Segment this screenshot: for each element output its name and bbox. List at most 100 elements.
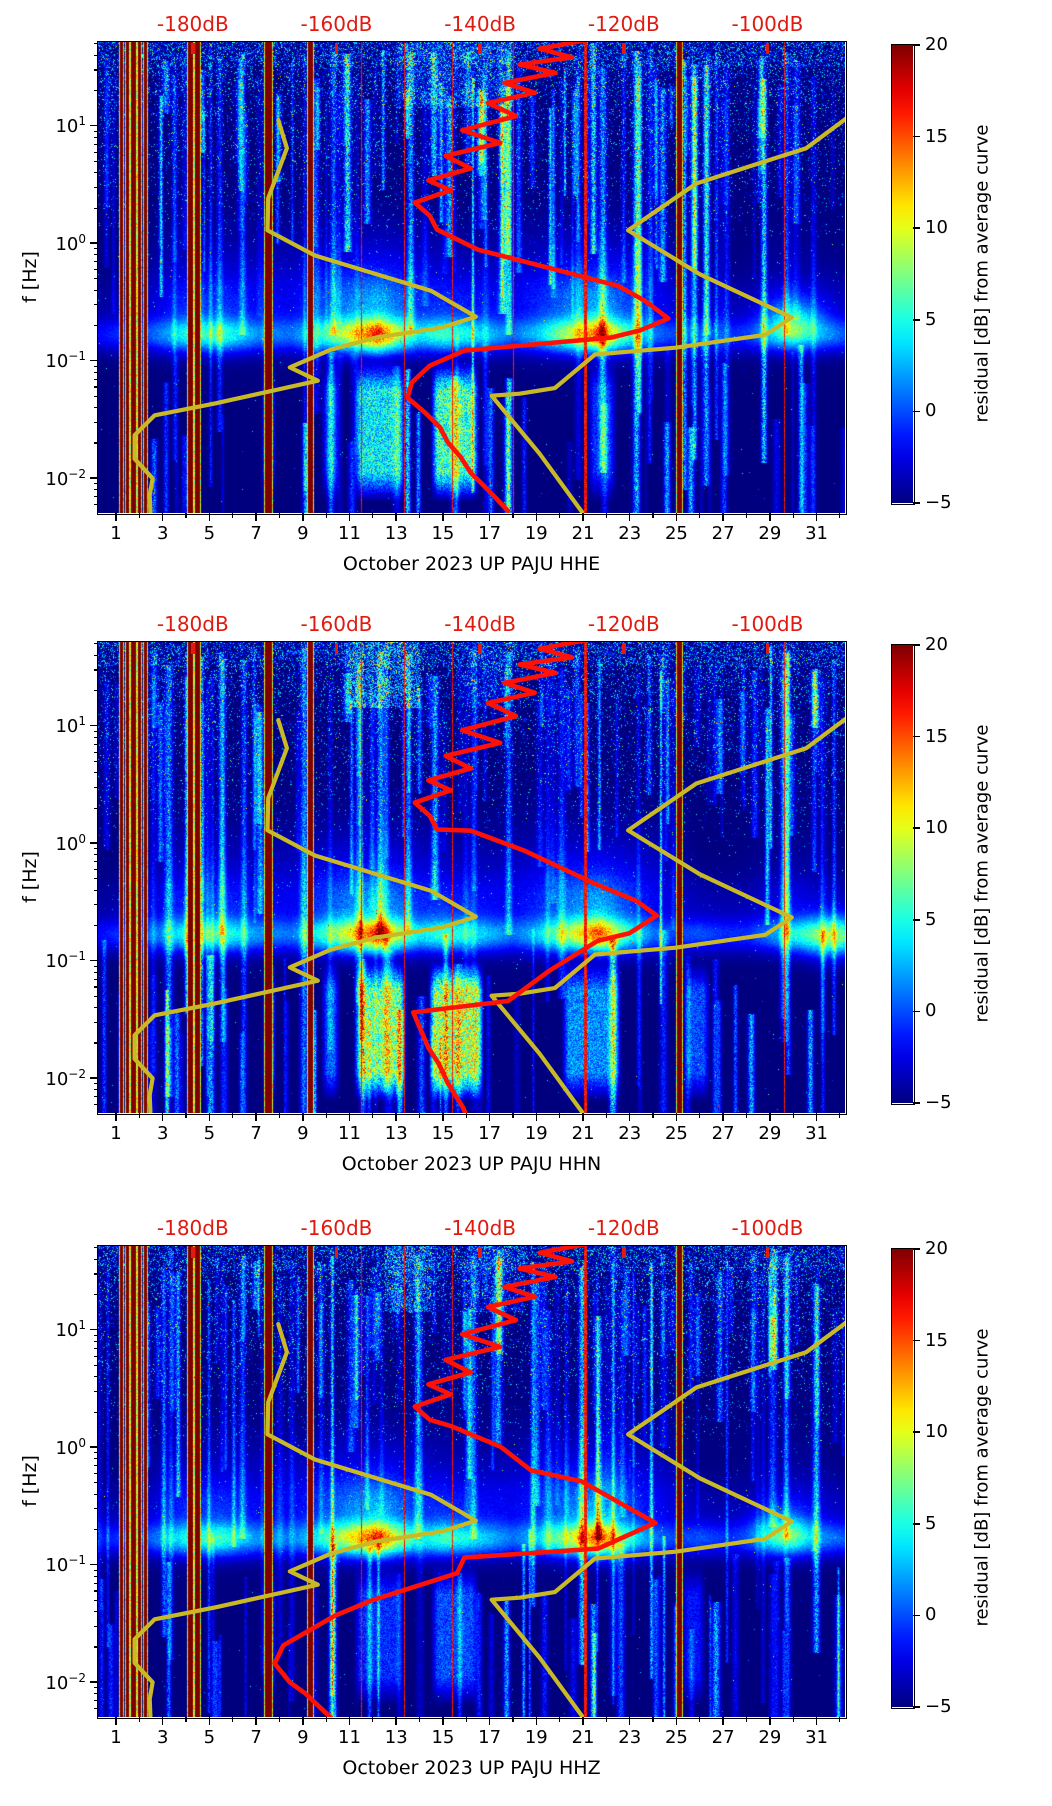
top-axis-label: -140dB xyxy=(444,12,517,36)
y-minor-tick xyxy=(93,786,98,788)
y-minor-tick xyxy=(93,489,98,491)
colorbar-tick xyxy=(913,135,920,138)
y-minor-tick xyxy=(93,1611,98,1613)
x-tick-label: 25 xyxy=(664,1727,688,1748)
x-major-tick xyxy=(302,1113,304,1121)
x-tick-label: 17 xyxy=(478,523,502,544)
top-axis-tick xyxy=(765,643,770,654)
x-tick-label: 21 xyxy=(571,523,595,544)
x-minor-tick xyxy=(699,1717,701,1722)
top-axis-label: -140dB xyxy=(444,1216,517,1240)
y-tick-label: 10−2 xyxy=(45,1066,86,1090)
x-tick-label: 5 xyxy=(203,1123,216,1144)
colorbar-tick-label: 15 xyxy=(925,725,948,747)
x-tick-label: 7 xyxy=(250,523,262,544)
top-axis-tick xyxy=(191,43,195,54)
y-minor-tick xyxy=(93,1340,98,1342)
colorbar-tick-label: −5 xyxy=(925,492,952,513)
colorbar-tick-label: 15 xyxy=(925,1329,948,1351)
y-minor-tick xyxy=(93,1452,98,1454)
colorbar-tick xyxy=(913,1523,920,1525)
x-minor-tick xyxy=(652,1113,654,1118)
x-major-tick xyxy=(722,1717,724,1725)
y-minor-tick xyxy=(93,1528,98,1531)
top-axis-label: -100dB xyxy=(731,12,804,36)
top-axis-label: -100dB xyxy=(731,1216,804,1240)
x-tick-label: 31 xyxy=(805,1727,828,1748)
top-axis-tick xyxy=(478,643,482,654)
y-minor-tick xyxy=(93,1693,98,1695)
x-minor-tick xyxy=(745,513,748,518)
x-major-tick xyxy=(722,1113,724,1121)
x-tick-label: 15 xyxy=(431,1727,455,1748)
y-minor-tick xyxy=(93,1089,98,1091)
x-tick-label: 9 xyxy=(297,1727,309,1748)
y-minor-tick xyxy=(93,1472,98,1475)
x-major-tick xyxy=(628,513,631,521)
average-curve-yellow-right xyxy=(489,1320,845,1717)
y-major-tick xyxy=(90,1077,98,1079)
top-axis-label: -120dB xyxy=(587,612,660,636)
y-minor-tick xyxy=(93,1390,98,1392)
y-minor-tick xyxy=(93,1707,98,1709)
colorbar-tick xyxy=(913,410,920,413)
colorbar-tick-label: 10 xyxy=(925,1421,948,1443)
x-minor-tick xyxy=(185,1717,187,1722)
y-minor-tick xyxy=(93,1364,98,1366)
x-minor-tick xyxy=(512,1717,514,1722)
x-minor-tick xyxy=(792,513,794,518)
y-minor-tick xyxy=(93,1625,98,1627)
x-tick-label: 29 xyxy=(758,523,782,544)
y-minor-tick xyxy=(93,378,98,380)
x-major-tick xyxy=(255,1717,257,1725)
xlabel-hhz: October 2023 UP PAJU HHZ xyxy=(342,1757,601,1779)
x-minor-tick xyxy=(185,1113,187,1118)
y-minor-tick xyxy=(93,848,98,850)
x-major-tick xyxy=(675,513,678,521)
colorbar-tick-label: 20 xyxy=(925,1238,948,1259)
colorbar-tick xyxy=(913,1339,920,1342)
x-tick-label: 15 xyxy=(431,523,455,544)
y-minor-tick xyxy=(93,421,98,423)
x-minor-tick xyxy=(138,1717,140,1722)
x-tick-label: 13 xyxy=(384,1123,408,1144)
y-minor-tick xyxy=(93,248,98,250)
x-major-tick xyxy=(255,1113,257,1121)
x-minor-tick xyxy=(465,1717,467,1722)
colorbar-tick-label: 20 xyxy=(925,34,948,55)
x-minor-tick xyxy=(559,1113,561,1118)
y-minor-tick xyxy=(93,868,98,871)
top-axis-tick xyxy=(765,43,770,54)
colorbar-tick xyxy=(913,827,920,829)
y-major-tick xyxy=(90,724,98,727)
x-tick-label: 3 xyxy=(156,1727,169,1748)
y-minor-tick xyxy=(93,751,98,753)
y-minor-tick xyxy=(93,496,98,498)
colorbar-tick-label: 0 xyxy=(925,1604,937,1626)
x-major-tick xyxy=(395,1717,397,1725)
colorbar-tick-label: 5 xyxy=(925,1512,937,1534)
colorbar-label-hhe: residual [dB] from average curve xyxy=(971,124,993,423)
x-minor-tick xyxy=(185,513,187,518)
colorbar-tick-label: 10 xyxy=(925,817,948,839)
top-axis-label: -160dB xyxy=(300,1216,373,1240)
colorbar-tick xyxy=(913,502,920,504)
y-minor-tick xyxy=(93,1411,98,1413)
y-minor-tick xyxy=(93,289,98,291)
y-tick-label: 101 xyxy=(55,114,86,138)
y-minor-tick xyxy=(93,207,98,209)
colorbar-tick-label: 0 xyxy=(925,1000,937,1022)
x-minor-tick xyxy=(652,513,654,518)
x-minor-tick xyxy=(372,513,374,518)
x-major-tick xyxy=(488,1113,491,1121)
colorbar-tick xyxy=(913,1248,920,1250)
colorbar-tick-label: 5 xyxy=(925,308,937,330)
x-major-tick xyxy=(161,1113,164,1121)
x-minor-tick xyxy=(232,1717,234,1722)
colorbar-tick xyxy=(913,1431,920,1433)
x-minor-tick xyxy=(512,513,514,518)
x-major-tick xyxy=(208,1717,211,1725)
y-major-tick xyxy=(90,1328,98,1331)
y-minor-tick xyxy=(93,643,98,645)
